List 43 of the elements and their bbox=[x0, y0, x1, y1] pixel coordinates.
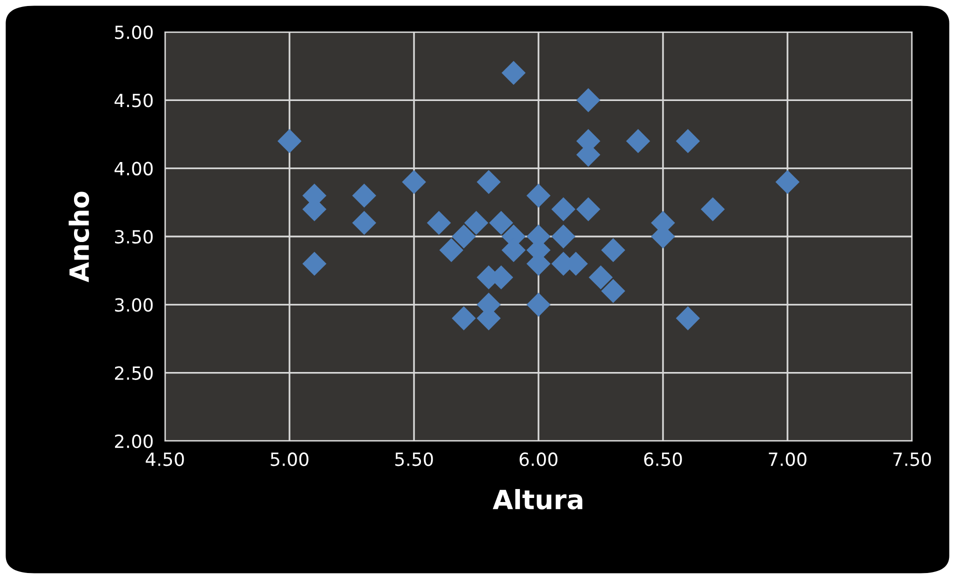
point bbox=[502, 60, 526, 85]
point bbox=[551, 197, 576, 222]
y-axis-title: Ancho bbox=[68, 192, 90, 282]
point bbox=[676, 129, 700, 154]
y-tick-label: 2.00 bbox=[115, 434, 153, 448]
y-tick-label: 4.50 bbox=[114, 94, 153, 108]
x-tick-label: 4.50 bbox=[146, 452, 184, 466]
point bbox=[489, 210, 514, 235]
point bbox=[402, 170, 426, 194]
point bbox=[526, 292, 551, 317]
point bbox=[576, 88, 600, 112]
point bbox=[302, 252, 326, 276]
point bbox=[352, 210, 376, 235]
point bbox=[277, 129, 302, 154]
x-tick-label: 7.50 bbox=[893, 452, 931, 466]
point bbox=[601, 238, 626, 262]
point bbox=[464, 210, 488, 235]
x-tick-label: 6.00 bbox=[520, 452, 558, 466]
y-tick-label: 3.50 bbox=[115, 230, 153, 244]
point bbox=[452, 306, 476, 330]
point bbox=[588, 265, 613, 290]
x-tick-label: 5.00 bbox=[270, 452, 308, 466]
point bbox=[700, 197, 725, 222]
x-tick-label: 5.50 bbox=[395, 452, 433, 466]
point bbox=[439, 238, 464, 262]
y-tick-label: 2.50 bbox=[115, 366, 153, 380]
y-tick-label: 4.00 bbox=[114, 162, 153, 176]
point bbox=[526, 184, 551, 208]
point bbox=[775, 170, 800, 194]
x-tick-label: 7.00 bbox=[768, 452, 806, 466]
point bbox=[601, 279, 626, 304]
point bbox=[626, 129, 650, 154]
point bbox=[352, 184, 376, 208]
point bbox=[676, 306, 700, 330]
point bbox=[576, 197, 600, 222]
point bbox=[551, 224, 576, 249]
point bbox=[426, 210, 451, 235]
point bbox=[452, 224, 476, 249]
y-tick-label: 3.00 bbox=[115, 298, 153, 312]
x-tick-label: 6.50 bbox=[644, 452, 682, 466]
y-tick-label: 5.00 bbox=[115, 25, 153, 40]
x-axis-title: Altura bbox=[492, 489, 582, 510]
point bbox=[476, 170, 501, 194]
